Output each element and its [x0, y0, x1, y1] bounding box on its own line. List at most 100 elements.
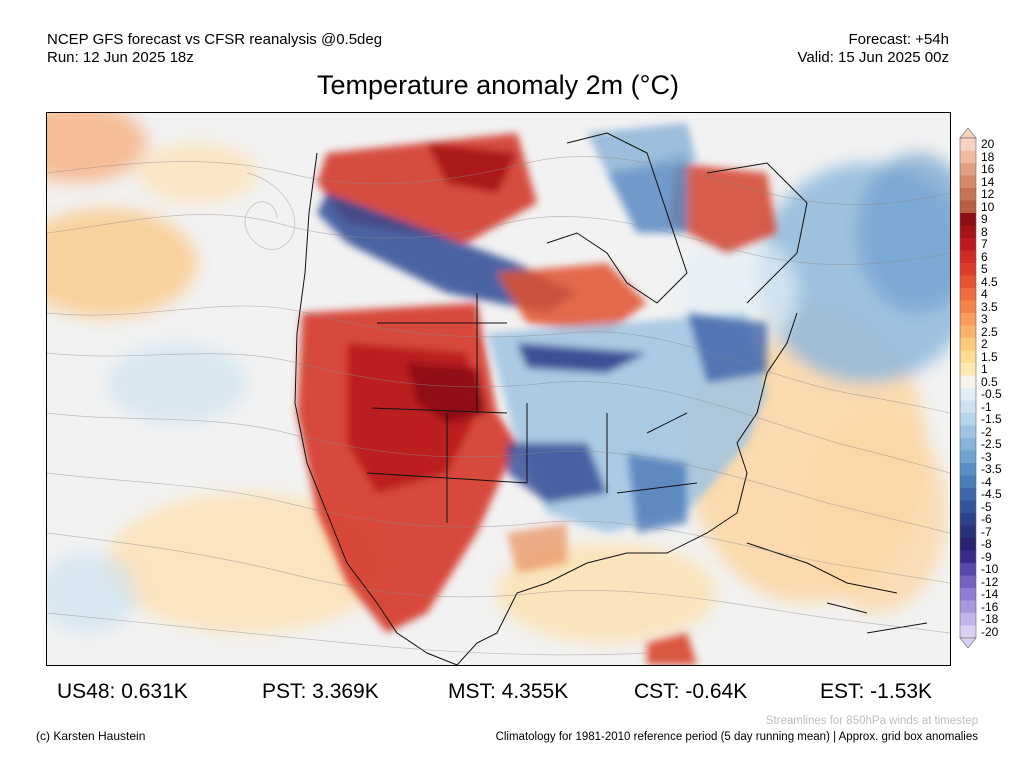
land-anomalies: [297, 123, 777, 665]
credit-text: (c) Karsten Haustein: [36, 729, 146, 743]
colorbar-tick-label: 3: [981, 312, 988, 327]
colorbar-swatch: [960, 488, 976, 501]
colorbar-tick-label: 5: [981, 262, 988, 277]
colorbar-tick-label: -5: [981, 499, 992, 514]
colorbar-swatch: [960, 388, 976, 401]
colorbar-swatch: [960, 338, 976, 351]
colorbar-tick-label: -14: [981, 587, 999, 602]
model-description: NCEP GFS forecast vs CFSR reanalysis @0.…: [47, 31, 383, 48]
colorbar-swatch: [960, 438, 976, 451]
colorbar-tick-label: -10: [981, 562, 999, 577]
colorbar-tick-label: -18: [981, 612, 999, 627]
colorbar-tick-label: -2.5: [981, 437, 1002, 452]
colorbar-tick-label: -3: [981, 449, 992, 464]
colorbar-tick-label: -1: [981, 399, 992, 414]
colorbar-swatch: [960, 425, 976, 439]
stat-mst: MST: 4.355K: [448, 680, 569, 703]
colorbar-tick-label: 14: [981, 174, 995, 189]
colorbar-swatch: [960, 188, 976, 201]
header-run-info: NCEP GFS forecast vs CFSR reanalysis @0.…: [47, 31, 382, 67]
colorbar-swatch: [960, 550, 976, 564]
colorbar-swatch: [960, 513, 976, 526]
colorbar-tick-label: 16: [981, 162, 995, 177]
colorbar-tick-label: -7: [981, 524, 992, 539]
colorbar-tick-label: 1.5: [981, 349, 998, 364]
streamlines-note: Streamlines for 850hPa winds at timestep: [765, 715, 978, 727]
colorbar-swatch: [960, 600, 976, 614]
map-title: Temperature anomaly 2m (°C): [317, 70, 679, 100]
colorbar-swatch: [960, 238, 976, 251]
colorbar-max-arrow: [959, 127, 977, 139]
coastlines: [294, 132, 928, 665]
colorbar-tick-label: -3.5: [981, 462, 1002, 477]
colorbar-tick-label: 2: [981, 337, 988, 352]
colorbar-tick-label: 3.5: [981, 299, 998, 314]
stat-us48: US48: 0.631K: [57, 680, 188, 703]
colorbar-tick-label: 10: [981, 199, 995, 214]
colorbar-tick-label: 12: [981, 187, 995, 202]
colorbar-swatch: [960, 625, 976, 639]
colorbar-swatch: [960, 563, 976, 576]
colorbar-swatch: [960, 400, 976, 414]
colorbar-tick-label: -9: [981, 549, 992, 564]
colorbar-min-arrow: [959, 637, 977, 649]
colorbar-swatch: [960, 175, 976, 189]
colorbar-swatch: [960, 350, 976, 364]
forecast-hour: Forecast: +54h: [848, 31, 949, 48]
colorbar-swatch: [960, 150, 976, 164]
colorbar-swatch: [960, 300, 976, 314]
colorbar-swatch: [960, 263, 976, 276]
colorbar-swatch: [960, 475, 976, 489]
colorbar-tick-label: 9: [981, 212, 988, 227]
stat-est: EST: -1.53K: [820, 680, 933, 703]
colorbar-swatch: [960, 538, 976, 551]
colorbar-tick-label: -8: [981, 537, 992, 552]
colorbar-swatch: [960, 313, 976, 326]
regional-stats: US48: 0.631K PST: 3.369K MST: 4.355K CST…: [0, 680, 1024, 706]
colorbar-swatch: [960, 463, 976, 476]
colorbar-swatch: [960, 163, 976, 176]
wind-streamlines: [47, 156, 950, 656]
colorbar-tick-label: -2: [981, 424, 992, 439]
colorbar-swatch: [960, 450, 976, 464]
climatology-note: Climatology for 1981-2010 reference peri…: [495, 731, 978, 743]
colorbar-swatch: [960, 250, 976, 264]
colorbar-swatch: [960, 288, 976, 301]
colorbar-tick-label: 20: [981, 137, 995, 152]
stat-cst: CST: -0.64K: [634, 680, 748, 703]
colorbar-swatch: [960, 525, 976, 539]
colorbar-tick-label: -4: [981, 474, 992, 489]
colorbar-tick-label: -1.5: [981, 412, 1002, 427]
colorbar-tick-label: -4.5: [981, 487, 1002, 502]
colorbar-tick-label: 0.5: [981, 374, 998, 389]
colorbar-swatch: [960, 200, 976, 214]
colorbar-tick-label: -0.5: [981, 387, 1002, 402]
colorbar-tick-label: 6: [981, 249, 988, 264]
colorbar-tick-label: -6: [981, 512, 992, 527]
run-time: Run: 12 Jun 2025 18z: [47, 49, 194, 66]
colorbar-tick-label: 4.5: [981, 274, 998, 289]
temperature-anomaly-map: [46, 112, 951, 666]
colorbar-swatch: [960, 413, 976, 426]
colorbar-swatch: [960, 575, 976, 589]
colorbar-tick-label: -12: [981, 574, 999, 589]
colorbar-swatch: [960, 500, 976, 514]
colorbar-tick-label: -20: [981, 624, 999, 639]
colorbar-tick-label: -16: [981, 599, 999, 614]
colorbar-tick-label: 2.5: [981, 324, 998, 339]
colorbar-tick-label: 1: [981, 362, 988, 377]
stat-pst: PST: 3.369K: [262, 680, 379, 703]
colorbar-swatch: [960, 588, 976, 601]
colorbar-swatch: [960, 275, 976, 289]
colorbar-tick-label: 4: [981, 287, 988, 302]
colorbar-swatch: [960, 363, 976, 376]
valid-time: Valid: 15 Jun 2025 00z: [797, 49, 949, 66]
colorbar-tick-label: 18: [981, 149, 995, 164]
colorbar-swatch: [960, 225, 976, 239]
colorbar-swatch: [960, 375, 976, 389]
colorbar-swatch: [960, 613, 976, 626]
temperature-colorbar: [958, 127, 978, 649]
colorbar-swatch: [960, 325, 976, 339]
colorbar-tick-label: 8: [981, 224, 988, 239]
colorbar-tick-label: 7: [981, 237, 988, 252]
